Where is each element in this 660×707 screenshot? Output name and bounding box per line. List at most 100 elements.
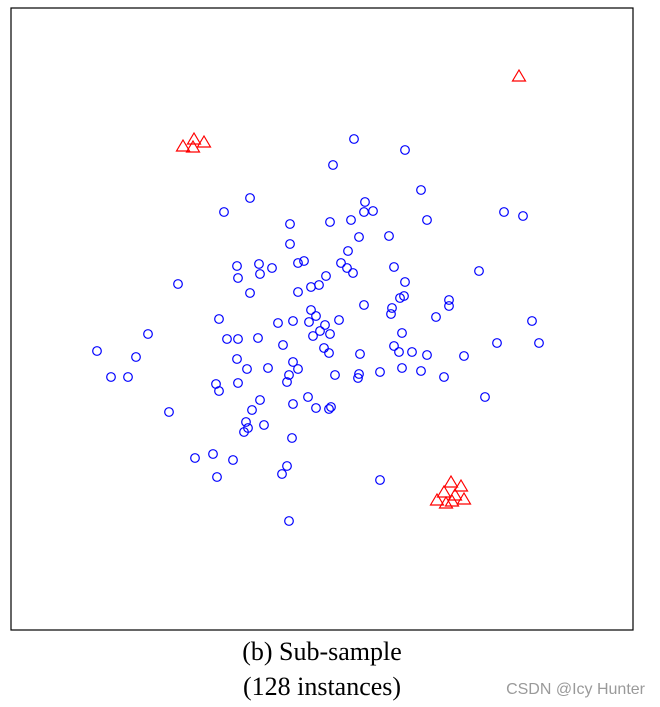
circle-point	[320, 320, 330, 330]
circle-point	[315, 326, 325, 336]
triangle-point	[185, 139, 201, 153]
circle-point	[324, 348, 334, 358]
circle-point	[395, 293, 405, 303]
circle-point	[277, 469, 287, 479]
circle-point	[219, 207, 229, 217]
circle-point	[518, 211, 528, 221]
circle-point	[346, 215, 356, 225]
circle-point	[444, 301, 454, 311]
circle-point	[492, 338, 502, 348]
circle-point	[314, 280, 324, 290]
circle-point	[287, 433, 297, 443]
circle-point	[325, 217, 335, 227]
circle-point	[355, 349, 365, 359]
circle-point	[232, 261, 242, 271]
circle-point	[306, 305, 316, 315]
triangle-point	[444, 493, 460, 507]
circle-point	[208, 449, 218, 459]
triangle-point	[456, 491, 472, 505]
circle-point	[400, 277, 410, 287]
circle-point	[214, 314, 224, 324]
circle-point	[214, 386, 224, 396]
circle-point	[394, 347, 404, 357]
triangle-point	[436, 484, 452, 498]
circle-point	[284, 370, 294, 380]
circle-point	[474, 266, 484, 276]
circle-point	[397, 363, 407, 373]
circle-point	[282, 461, 292, 471]
circle-point	[319, 343, 329, 353]
circle-point	[232, 354, 242, 364]
circle-point	[92, 346, 102, 356]
circle-point	[325, 329, 335, 339]
circle-point	[282, 377, 292, 387]
circle-point	[328, 160, 338, 170]
circle-point	[397, 328, 407, 338]
circle-point	[306, 282, 316, 292]
circle-point	[349, 134, 359, 144]
triangle-point	[511, 68, 527, 82]
circle-point	[304, 317, 314, 327]
circle-point	[293, 258, 303, 268]
triangle-point	[186, 131, 202, 145]
circle-point	[407, 347, 417, 357]
circle-point	[255, 395, 265, 405]
circle-point	[233, 334, 243, 344]
circle-point	[243, 423, 253, 433]
circle-point	[422, 215, 432, 225]
circle-point	[212, 472, 222, 482]
circle-point	[259, 420, 269, 430]
circle-point	[422, 350, 432, 360]
circle-point	[253, 333, 263, 343]
circle-point	[439, 372, 449, 382]
caption: (b) Sub-sample	[242, 637, 402, 666]
circle-point	[359, 207, 369, 217]
circle-point	[241, 417, 251, 427]
circle-point	[263, 363, 273, 373]
circle-point	[164, 407, 174, 417]
circle-point	[375, 475, 385, 485]
circle-point	[284, 516, 294, 526]
triangle-point	[438, 495, 454, 509]
circle-point	[499, 207, 509, 217]
circle-point	[288, 357, 298, 367]
circle-point	[311, 311, 321, 321]
triangle-point	[429, 492, 445, 506]
circle-point	[106, 372, 116, 382]
circle-point	[527, 316, 537, 326]
circle-point	[233, 378, 243, 388]
circle-point	[389, 341, 399, 351]
triangle-point	[443, 474, 459, 488]
circle-point	[278, 340, 288, 350]
circle-point	[354, 369, 364, 379]
circle-point	[326, 402, 336, 412]
circle-point	[459, 351, 469, 361]
circle-point	[293, 364, 303, 374]
circle-point	[288, 399, 298, 409]
circle-point	[416, 366, 426, 376]
circle-point	[228, 455, 238, 465]
circle-point	[330, 370, 340, 380]
circle-point	[416, 185, 426, 195]
circle-point	[431, 312, 441, 322]
circle-point	[245, 193, 255, 203]
circle-point	[293, 287, 303, 297]
watermark: CSDN @Icy Hunter	[506, 681, 646, 698]
circle-point	[321, 271, 331, 281]
circle-point	[359, 300, 369, 310]
triangle-point	[453, 478, 469, 492]
circle-point	[444, 295, 454, 305]
circle-point	[342, 263, 352, 273]
circle-point	[534, 338, 544, 348]
circle-point	[400, 145, 410, 155]
circle-point	[324, 404, 334, 414]
points	[92, 68, 544, 526]
subcaption: (128 instances)	[243, 672, 401, 701]
circle-point	[173, 279, 183, 289]
circle-point	[255, 269, 265, 279]
circle-point	[285, 219, 295, 229]
circle-point	[254, 259, 264, 269]
triangle-point	[175, 138, 191, 152]
circle-point	[143, 329, 153, 339]
circle-point	[336, 258, 346, 268]
